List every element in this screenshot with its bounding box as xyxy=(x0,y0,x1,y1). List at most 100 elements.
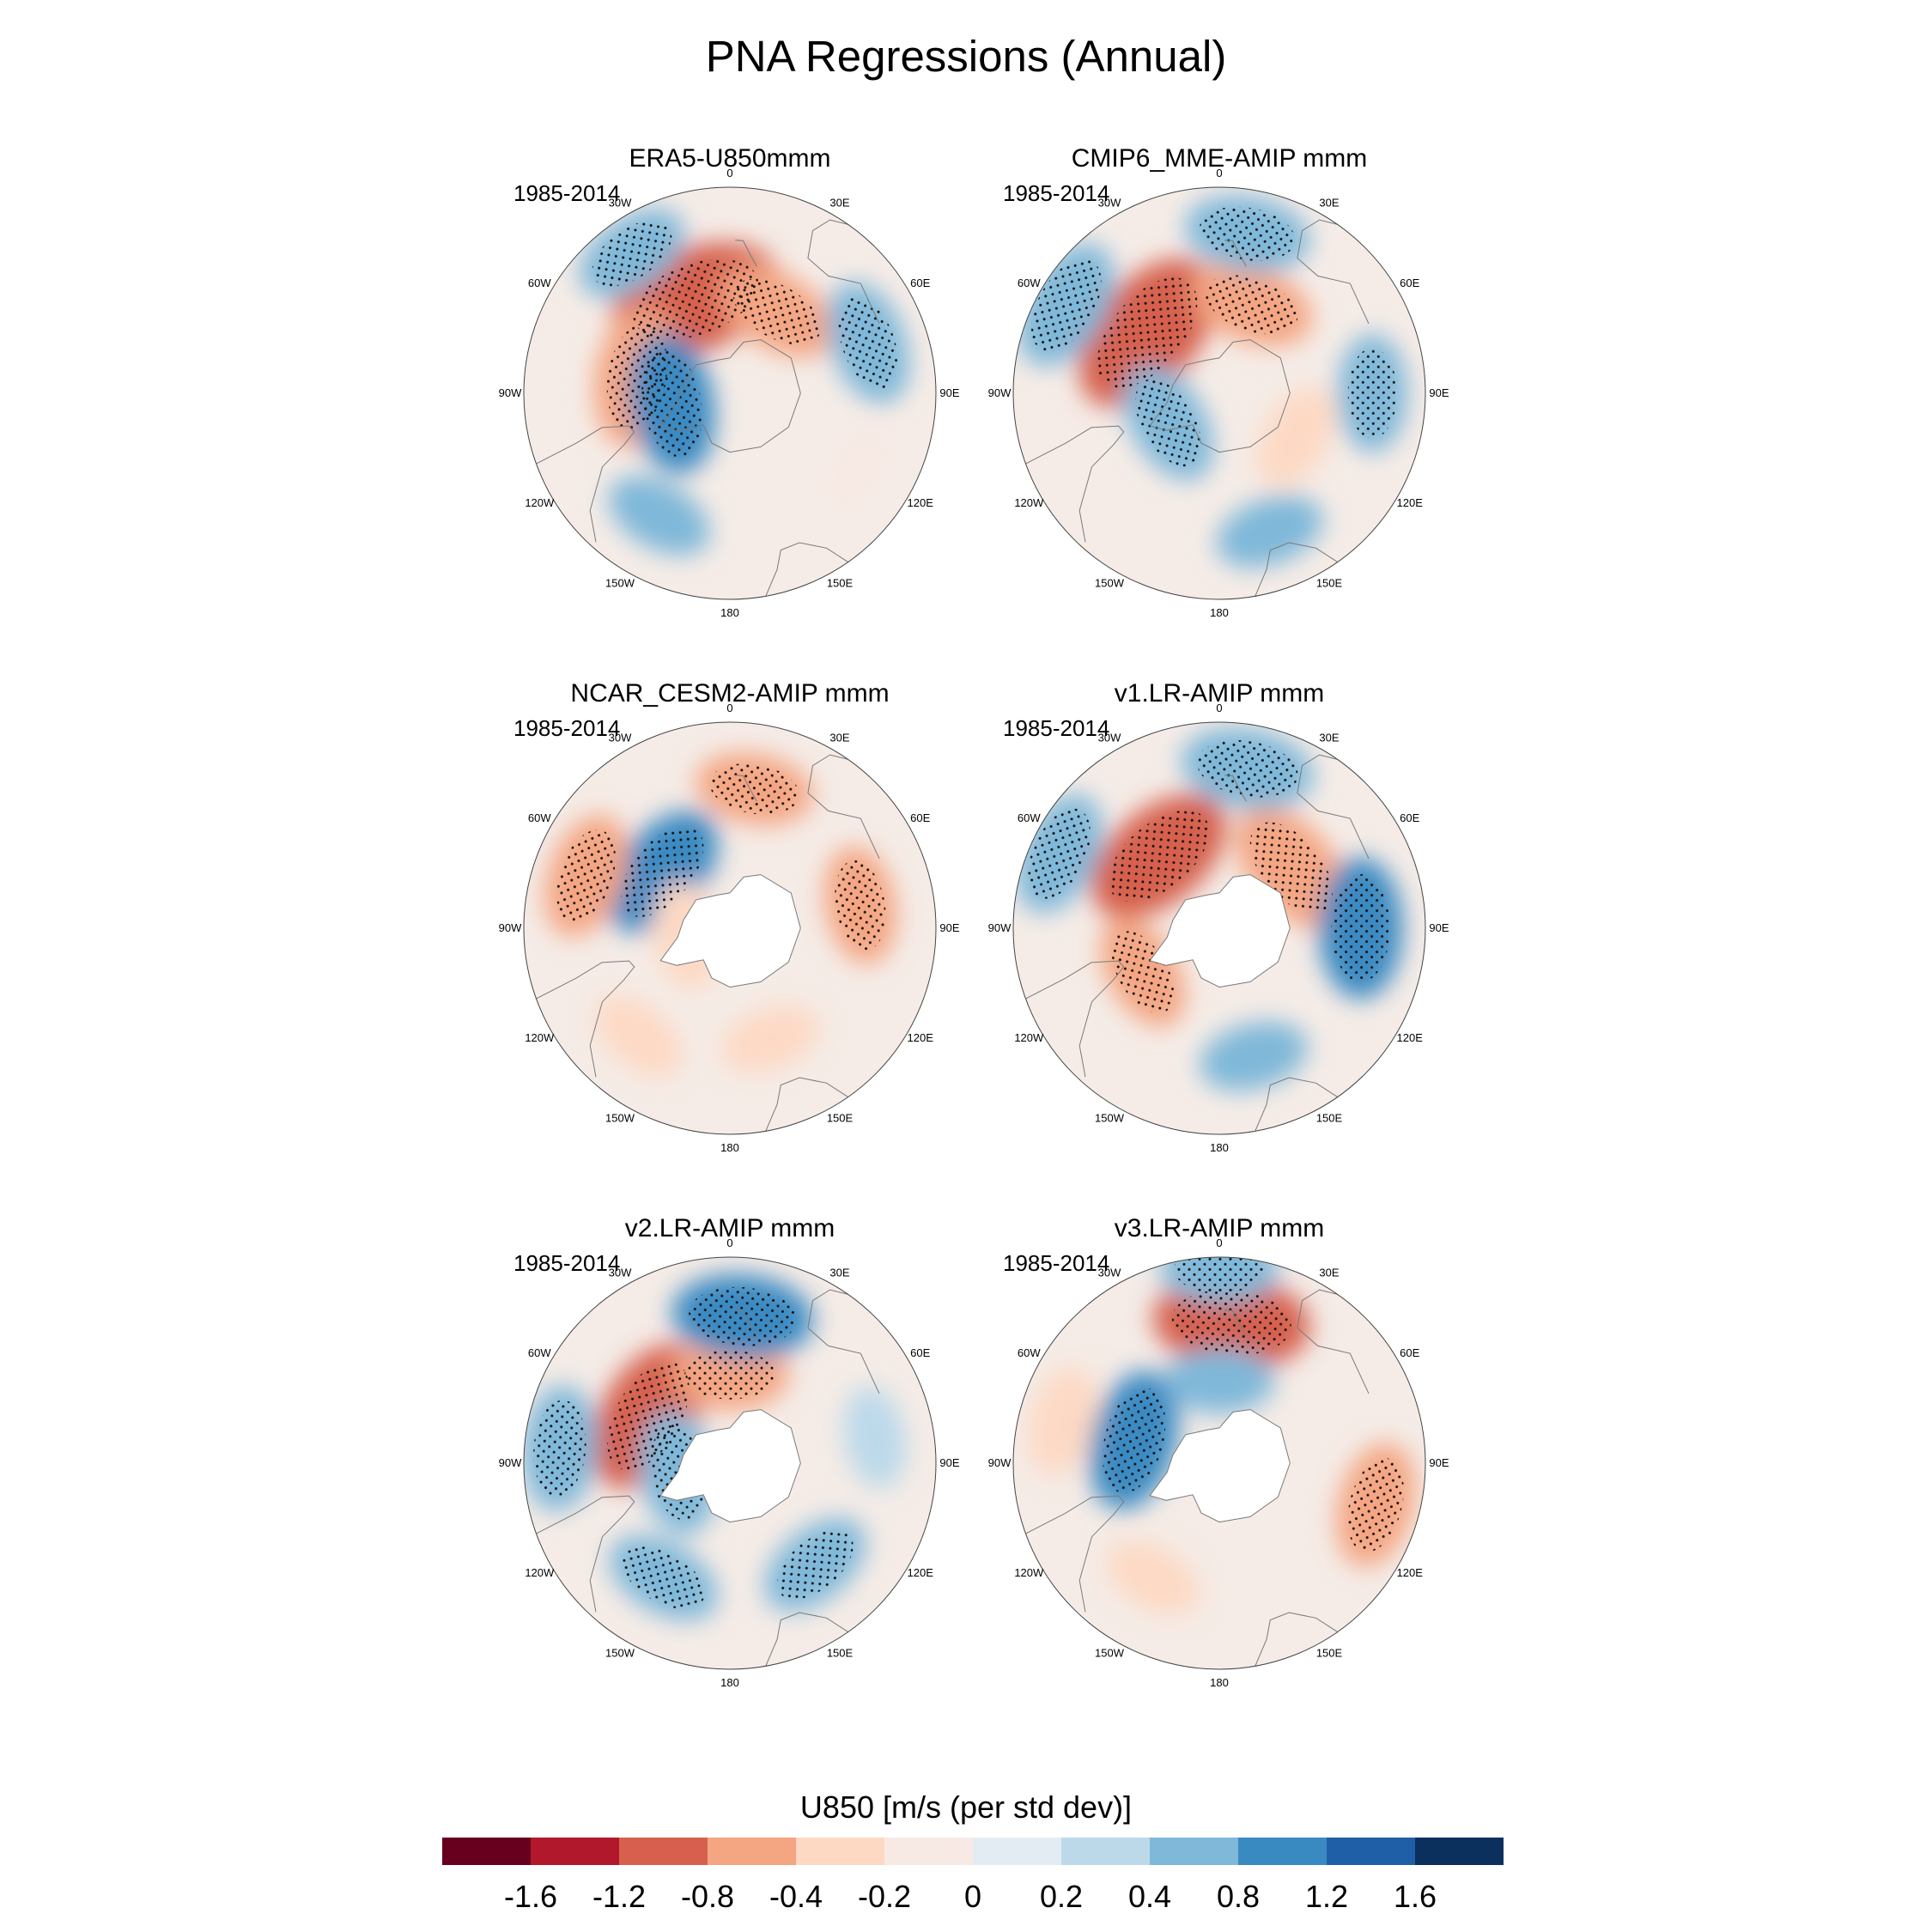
new-zealand-coastline xyxy=(735,240,757,267)
longitude-label: 120W xyxy=(525,496,555,509)
longitude-label: 60E xyxy=(1400,811,1419,824)
colorbar-tick-label: -0.2 xyxy=(857,1879,912,1914)
new-zealand-coastline xyxy=(1224,240,1247,267)
colorbar-tick-label: -1.2 xyxy=(592,1879,647,1914)
anomaly-blob xyxy=(823,423,891,511)
anomaly-blob xyxy=(720,1005,820,1072)
australia-coastline xyxy=(1297,1289,1370,1394)
significance-stipple xyxy=(1097,277,1198,388)
anomaly-blob xyxy=(595,996,683,1078)
longitude-label: 0 xyxy=(726,167,732,179)
new-zealand-coastline xyxy=(1224,1309,1247,1337)
longitude-label: 90E xyxy=(939,386,959,399)
significance-stipple xyxy=(776,1529,854,1600)
longitude-label: 150W xyxy=(605,577,635,590)
colorbar-swatch xyxy=(1061,1838,1150,1865)
panel-period: 1985-2014 xyxy=(513,180,621,206)
anomaly-blob xyxy=(843,1387,907,1489)
longitude-label: 0 xyxy=(1216,167,1222,179)
longitude-label: 120E xyxy=(908,1566,934,1579)
australia-coastline xyxy=(807,219,880,325)
longitude-label: 90E xyxy=(1429,386,1449,399)
south-america-coastline xyxy=(1025,960,1125,1078)
significance-stipple xyxy=(1031,258,1102,352)
africa-coastline xyxy=(765,1077,848,1132)
colorbar-tick-label: -0.8 xyxy=(680,1879,735,1914)
longitude-label: 180 xyxy=(720,606,739,619)
longitude-label: 60E xyxy=(910,1346,930,1359)
anomaly-blob xyxy=(1106,1540,1200,1615)
map-boundary xyxy=(523,186,937,600)
longitude-label: 180 xyxy=(1210,1141,1229,1154)
longitude-label: 0 xyxy=(1216,702,1222,714)
polar-map: 0 30E 60E 90E 120E 150E 180 150W 120W 90W 60W 30W xyxy=(499,167,960,619)
map-panel: 0 30E 60E 90E 120E 150E 180 150W 120W 90W 60W 30W v… xyxy=(979,679,1460,1160)
longitude-label: 60W xyxy=(528,1346,551,1359)
significance-stipple xyxy=(1102,1388,1166,1493)
longitude-label: 60W xyxy=(528,276,551,289)
panel-period: 1985-2014 xyxy=(513,715,621,741)
longitude-label: 180 xyxy=(1210,606,1229,619)
longitude-label: 0 xyxy=(726,1236,732,1249)
significance-stipple xyxy=(556,829,616,922)
colorbar-swatch xyxy=(884,1838,973,1865)
anomaly-blob xyxy=(1200,1021,1308,1091)
colorbar-tick-label: 0.4 xyxy=(1127,1879,1172,1914)
significance-stipple xyxy=(1171,1290,1291,1356)
africa-coastline xyxy=(765,542,848,597)
panel-title: NCAR_CESM2-AMIP mmm xyxy=(570,679,890,708)
south-america-coastline xyxy=(536,425,635,543)
colorbar-swatch xyxy=(796,1838,884,1865)
colorbar-swatch xyxy=(531,1838,619,1865)
longitude-label: 30E xyxy=(829,731,849,744)
antarctica-coastline xyxy=(659,339,801,453)
colorbar-tick-label: 0.2 xyxy=(1039,1879,1084,1914)
longitude-label: 30W xyxy=(609,1266,632,1279)
longitude-label: 30E xyxy=(1319,1266,1339,1279)
significance-stipple xyxy=(684,1350,775,1400)
significance-stipple xyxy=(1028,808,1091,899)
colorbar-labels: -1.6 -1.2 -0.8 -0.4 -0.2 0 0.2 0.4 0.8 1.2 1.6 xyxy=(442,1879,1504,1917)
anomaly-blob xyxy=(608,476,710,556)
figure-title: PNA Regressions (Annual) xyxy=(705,32,1227,81)
significance-stipple xyxy=(1331,874,1390,982)
colorbar-tick-label: -1.6 xyxy=(503,1879,558,1914)
longitude-label: 60W xyxy=(1018,1346,1041,1359)
antarctica-coastline xyxy=(1149,1409,1291,1523)
map-boundary xyxy=(523,721,937,1135)
anomaly-blob xyxy=(1256,386,1336,489)
longitude-label: 90E xyxy=(1429,921,1449,934)
significance-stipple xyxy=(621,825,704,917)
longitude-label: 150E xyxy=(1316,1647,1343,1660)
longitude-label: 150E xyxy=(1316,577,1343,590)
longitude-label: 30W xyxy=(609,731,632,744)
map-panel: 0 30E 60E 90E 120E 150E 180 150W 120W 90W 60W 30W v… xyxy=(979,1214,1460,1695)
africa-coastline xyxy=(1255,1077,1338,1132)
colorbar xyxy=(442,1838,1504,1865)
new-zealand-coastline xyxy=(735,775,757,802)
significance-stipple xyxy=(709,763,799,815)
australia-coastline xyxy=(1297,754,1370,860)
longitude-label: 60W xyxy=(528,811,551,824)
longitude-label: 150W xyxy=(605,1112,635,1125)
significance-stipple xyxy=(1249,822,1334,914)
new-zealand-coastline xyxy=(735,1309,757,1337)
polar-map: 0 30E 60E 90E 120E 150E 180 150W 120W 90W 60W 30W xyxy=(988,702,1449,1154)
new-zealand-coastline xyxy=(1224,775,1247,802)
longitude-label: 30E xyxy=(829,196,849,209)
longitude-label: 30E xyxy=(1319,731,1339,744)
panel-title: v2.LR-AMIP mmm xyxy=(624,1214,835,1242)
antarctica-coastline xyxy=(659,874,801,988)
colorbar-tick-label: 1.2 xyxy=(1304,1879,1349,1914)
longitude-label: 120W xyxy=(1014,496,1044,509)
longitude-label: 90E xyxy=(1429,1456,1449,1469)
map-panel: 0 30E 60E 90E 120E 150E 180 150W 120W 90W 60W 30W C… xyxy=(979,144,1460,625)
panel-title: v3.LR-AMIP mmm xyxy=(1114,1214,1325,1242)
colorbar-tick-label: 0 xyxy=(963,1879,982,1914)
longitude-label: 150E xyxy=(827,1112,854,1125)
longitude-label: 90E xyxy=(939,921,959,934)
longitude-label: 30E xyxy=(1319,196,1339,209)
longitude-label: 90W xyxy=(499,921,522,934)
longitude-label: 120W xyxy=(525,1566,555,1579)
colorbar-tick-label: 1.6 xyxy=(1393,1879,1437,1914)
